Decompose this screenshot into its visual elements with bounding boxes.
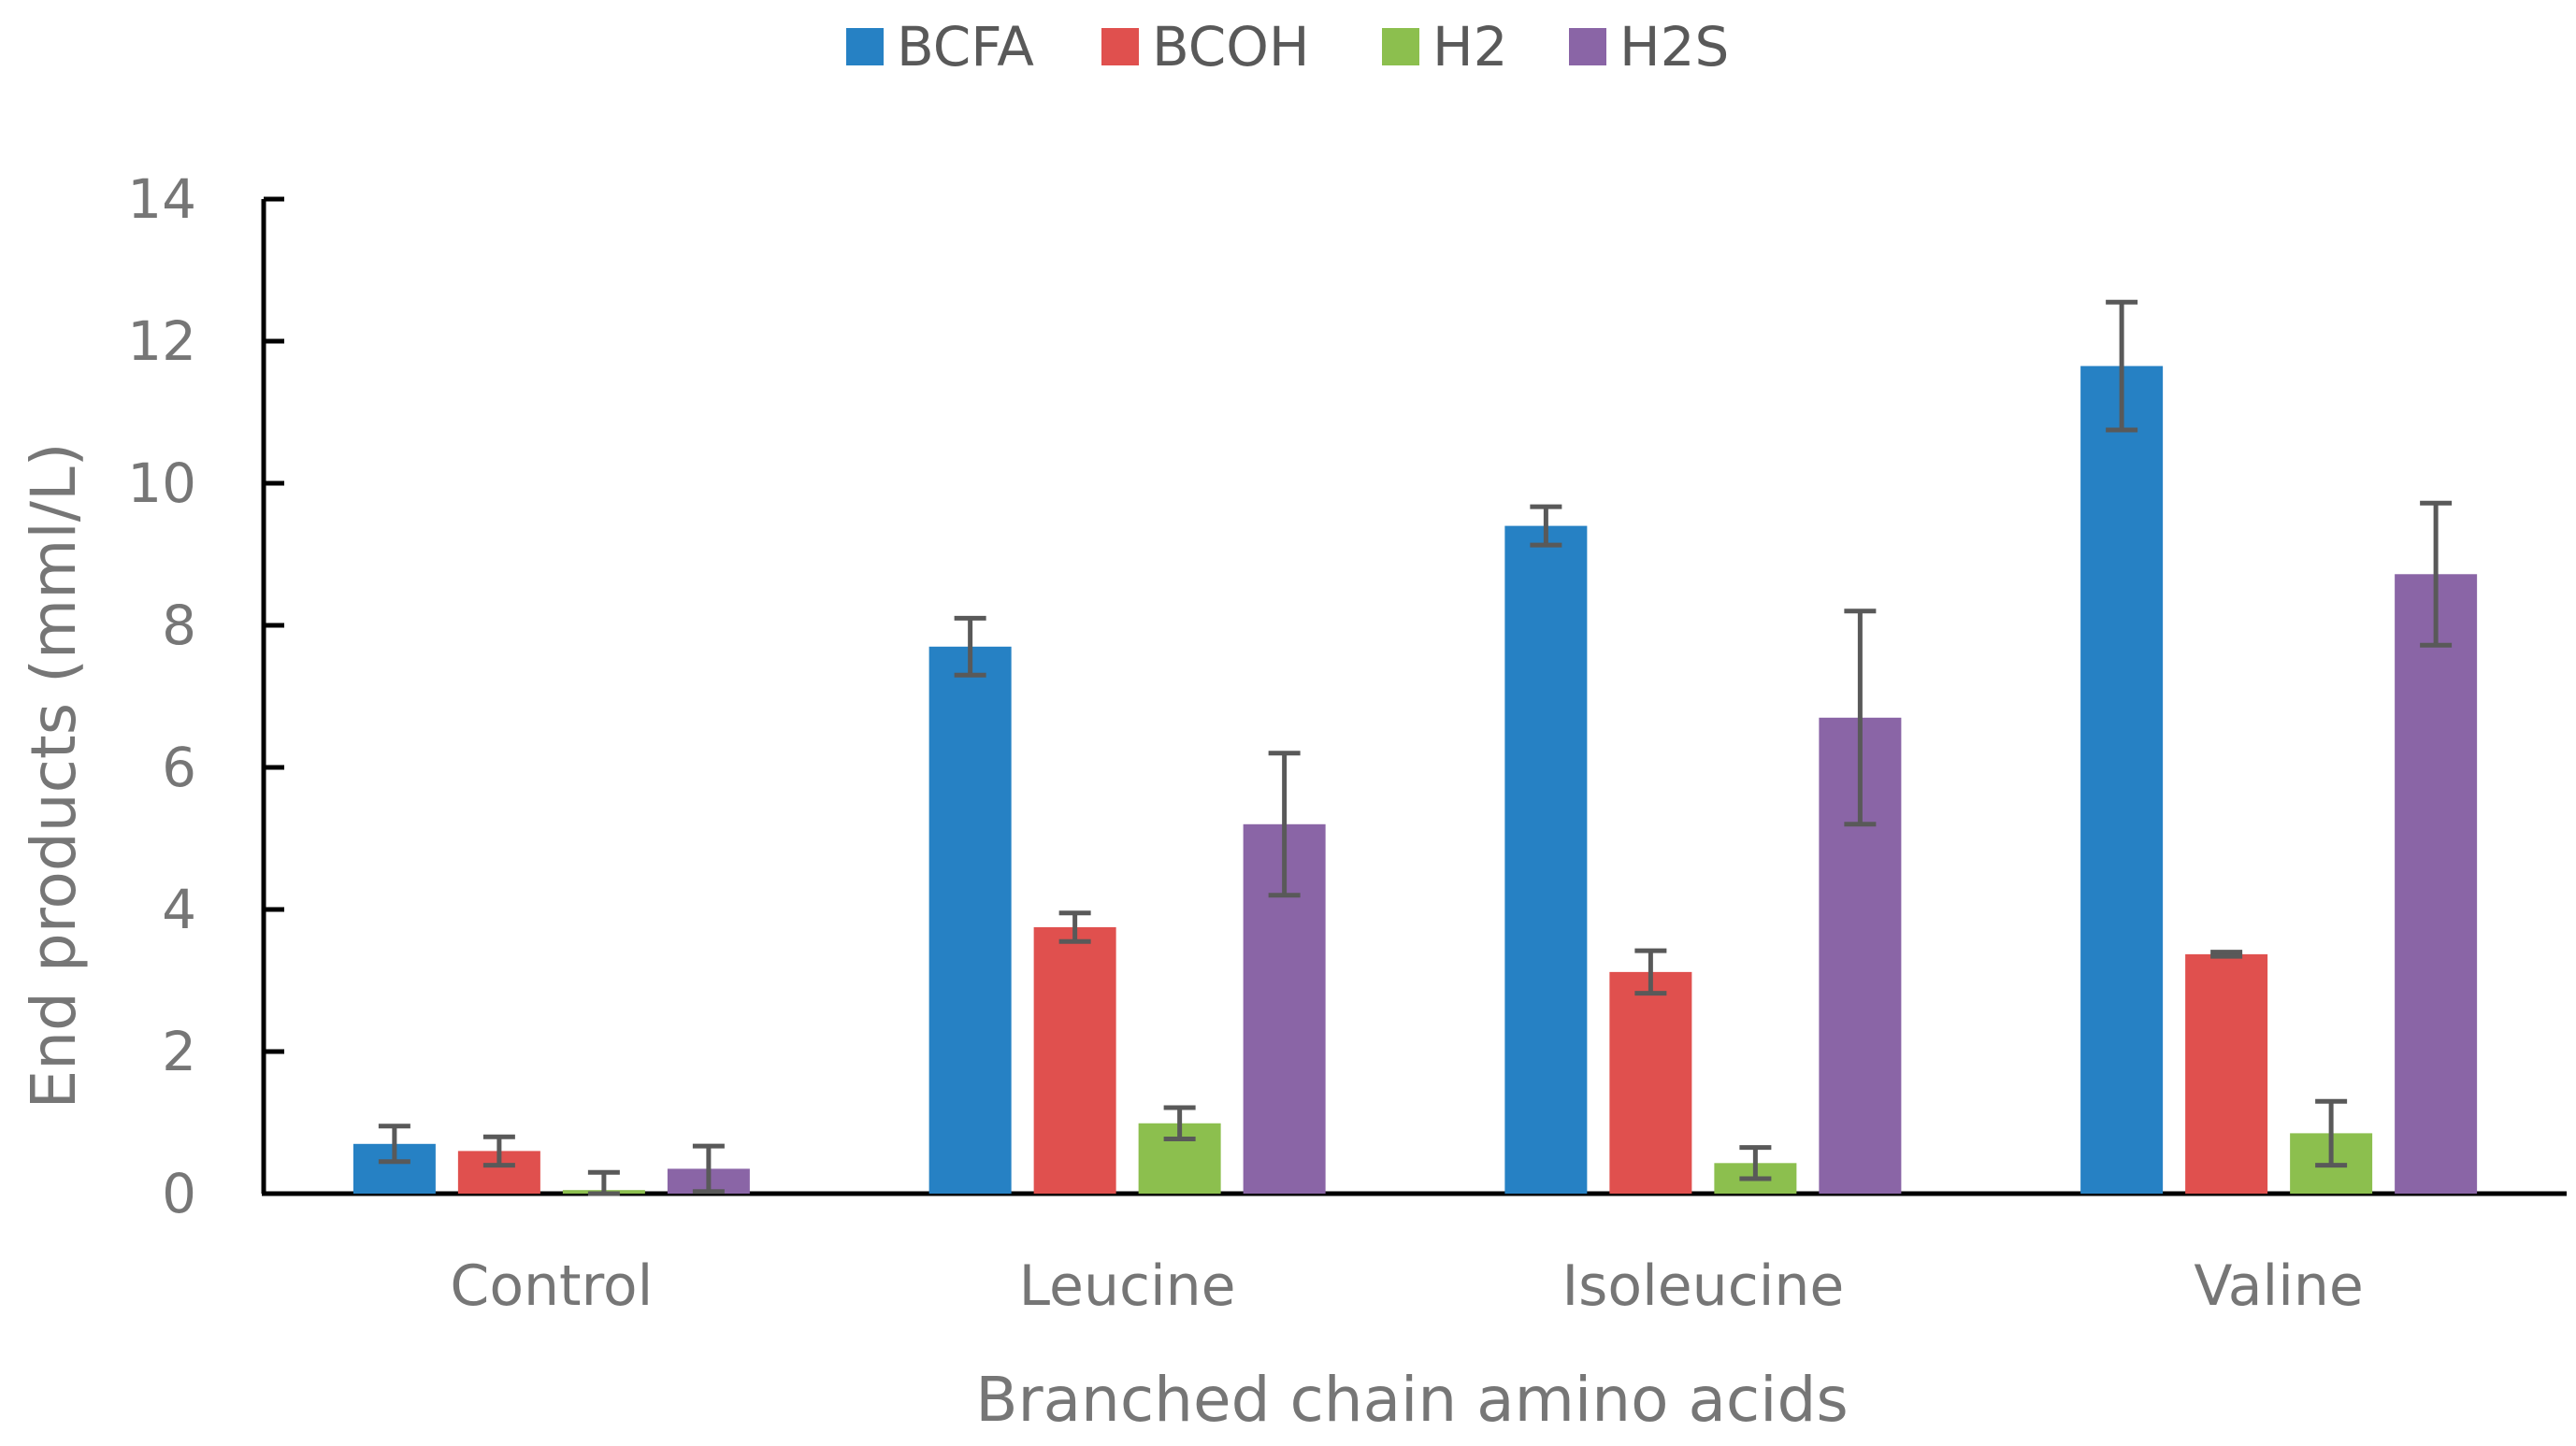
error-bar-bcoh-valine bbox=[2210, 950, 2243, 959]
legend-swatch bbox=[1382, 28, 1419, 65]
bars bbox=[353, 365, 2478, 1195]
bar-bcfa-isoleucine bbox=[1504, 525, 1588, 1194]
bar-h2s-valine bbox=[2395, 574, 2478, 1194]
error-bar-h2s-valine bbox=[2420, 500, 2453, 648]
x-tick-label: Leucine bbox=[1019, 1253, 1236, 1319]
y-tick-label: 10 bbox=[127, 451, 196, 515]
legend-label: H2 bbox=[1432, 15, 1508, 79]
error-bar-h2-valine bbox=[2315, 1098, 2348, 1168]
legend: BCFA BCOH H2 H2S bbox=[846, 15, 1729, 79]
x-tick-label: Isoleucine bbox=[1561, 1253, 1844, 1319]
bar-bcfa-valine bbox=[2080, 365, 2164, 1195]
error-bar-bcfa-control bbox=[378, 1124, 410, 1165]
legend-label: BCOH bbox=[1152, 15, 1310, 79]
legend-item-bcfa: BCFA bbox=[846, 15, 1034, 79]
bar-bcoh-valine bbox=[2185, 953, 2268, 1194]
y-axis-title: End products (mml/L) bbox=[18, 442, 90, 1109]
error-bar-h2-control bbox=[587, 1169, 620, 1196]
legend-swatch bbox=[1101, 28, 1139, 65]
error-bar-bcfa-leucine bbox=[954, 615, 986, 678]
error-bar-h2-leucine bbox=[1163, 1105, 1196, 1141]
error-bar-bcoh-leucine bbox=[1058, 910, 1091, 944]
error-bar-h2-isoleucine bbox=[1739, 1145, 1772, 1181]
error-bar-bcoh-control bbox=[482, 1134, 515, 1168]
y-tick-label: 8 bbox=[162, 594, 196, 657]
error-bar-bcoh-isoleucine bbox=[1634, 948, 1667, 996]
error-bar-h2s-control bbox=[692, 1143, 725, 1195]
y-tick-label: 2 bbox=[162, 1020, 196, 1083]
y-tick-label: 4 bbox=[162, 878, 196, 941]
legend-label: H2S bbox=[1619, 15, 1729, 79]
legend-item-bcoh: BCOH bbox=[1101, 15, 1310, 79]
error-bar-bcfa-isoleucine bbox=[1530, 504, 1562, 548]
bar-bcfa-leucine bbox=[928, 646, 1012, 1194]
axes bbox=[261, 196, 2567, 1196]
legend-swatch bbox=[846, 28, 884, 65]
y-tick-label: 12 bbox=[127, 309, 196, 373]
bar-bcoh-leucine bbox=[1033, 927, 1116, 1194]
x-tick-label: Control bbox=[450, 1253, 653, 1319]
legend-item-h2s: H2S bbox=[1569, 15, 1729, 79]
error-bar-h2s-leucine bbox=[1268, 751, 1301, 898]
error-bar-bcfa-valine bbox=[2106, 299, 2138, 433]
y-tick-label: 6 bbox=[162, 736, 196, 799]
y-tick-label: 0 bbox=[162, 1162, 196, 1225]
legend-item-h2: H2 bbox=[1382, 15, 1508, 79]
error-bar-h2s-isoleucine bbox=[1844, 608, 1877, 827]
legend-swatch bbox=[1569, 28, 1606, 65]
axis-labels: 0 2 4 6 8 10 12 14 Control Leucine Isoleucine Valin… bbox=[127, 167, 2364, 1319]
x-tick-label: Valine bbox=[2194, 1253, 2363, 1319]
y-tick-label: 14 bbox=[127, 167, 196, 231]
bar-bcoh-isoleucine bbox=[1609, 971, 1692, 1194]
error-bars bbox=[378, 299, 2453, 1196]
x-axis-title: Branched chain amino acids bbox=[975, 1364, 1849, 1436]
legend-label: BCFA bbox=[897, 15, 1034, 79]
